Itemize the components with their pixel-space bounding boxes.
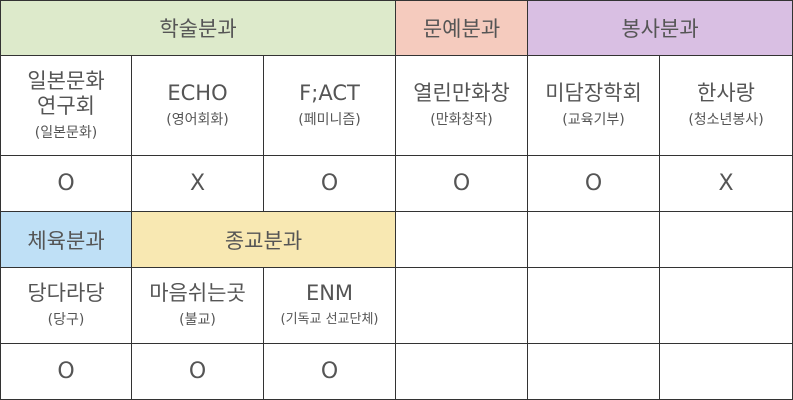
club-name: F;ACT (299, 81, 360, 105)
club-value: O (584, 171, 603, 196)
empty-cell (396, 212, 528, 268)
club-value: O (320, 171, 339, 196)
empty-cell (528, 212, 660, 268)
club-cell: F;ACT (페미니즘) (264, 56, 396, 156)
section-label: 봉사분과 (621, 17, 699, 41)
club-cell: 한사랑 (청소년봉사) (660, 56, 793, 156)
club-name: ENM (305, 281, 354, 305)
empty-cell (528, 268, 660, 344)
club-value: O (452, 171, 471, 196)
club-value: X (189, 171, 206, 196)
club-name: 열린만화창 (413, 81, 510, 105)
empty-cell (396, 268, 528, 344)
section-header-sports: 체육분과 (0, 212, 132, 268)
club-value-cell: O (0, 156, 132, 212)
section-header-religion: 종교분과 (132, 212, 396, 268)
club-value: O (57, 359, 75, 384)
club-cell: 열린만화창 (만화창작) (396, 56, 528, 156)
club-value-cell: O (264, 156, 396, 212)
club-category: (불교) (179, 312, 216, 328)
club-category: (만화창작) (430, 112, 493, 128)
section-label: 문예분과 (422, 17, 501, 41)
club-value-cell: O (396, 156, 528, 212)
club-cell: ECHO (영어회화) (132, 56, 264, 156)
club-cell: 미담장학회 (교육기부) (528, 56, 660, 156)
empty-cell (660, 344, 793, 400)
section-label: 학술분과 (159, 17, 237, 41)
club-name: 당다라당 (27, 281, 105, 305)
club-name: 일본문화 연구회 (27, 68, 105, 118)
club-value: O (320, 359, 339, 384)
club-cell: 당다라당 (당구) (0, 268, 132, 344)
club-category: (당구) (47, 312, 85, 328)
club-category: (영어회화) (166, 112, 229, 128)
club-name: 미담장학회 (545, 81, 642, 105)
club-value: X (718, 171, 734, 196)
empty-cell (660, 268, 793, 344)
club-category: (교육기부) (562, 112, 625, 128)
empty-cell (528, 344, 660, 400)
club-cell: ENM (기독교 선교단체) (264, 268, 396, 344)
club-value: O (188, 359, 207, 384)
club-name: ECHO (167, 81, 228, 105)
section-label: 종교분과 (224, 228, 303, 253)
club-category: (일본문화) (34, 124, 98, 141)
club-value-cell: O (528, 156, 660, 212)
club-name: 한사랑 (697, 81, 755, 105)
club-cell: 일본문화 연구회 (일본문화) (0, 56, 132, 156)
section-header-academic: 학술분과 (0, 0, 396, 56)
club-value-cell: X (132, 156, 264, 212)
club-value-cell: O (264, 344, 396, 400)
club-value-cell: O (0, 344, 132, 400)
club-category: (페미니즘) (298, 112, 361, 128)
club-category: (청소년봉사) (688, 112, 764, 128)
club-category: (기독교 선교단체) (280, 312, 379, 327)
club-value-cell: O (132, 344, 264, 400)
club-value: O (57, 171, 75, 196)
empty-cell (660, 212, 793, 268)
section-label: 체육분과 (27, 228, 105, 253)
section-header-arts: 문예분과 (396, 0, 528, 56)
section-header-service: 봉사분과 (528, 0, 793, 56)
empty-cell (396, 344, 528, 400)
club-name: 마음쉬는곳 (149, 281, 246, 305)
club-value-cell: X (660, 156, 793, 212)
club-cell: 마음쉬는곳 (불교) (132, 268, 264, 344)
